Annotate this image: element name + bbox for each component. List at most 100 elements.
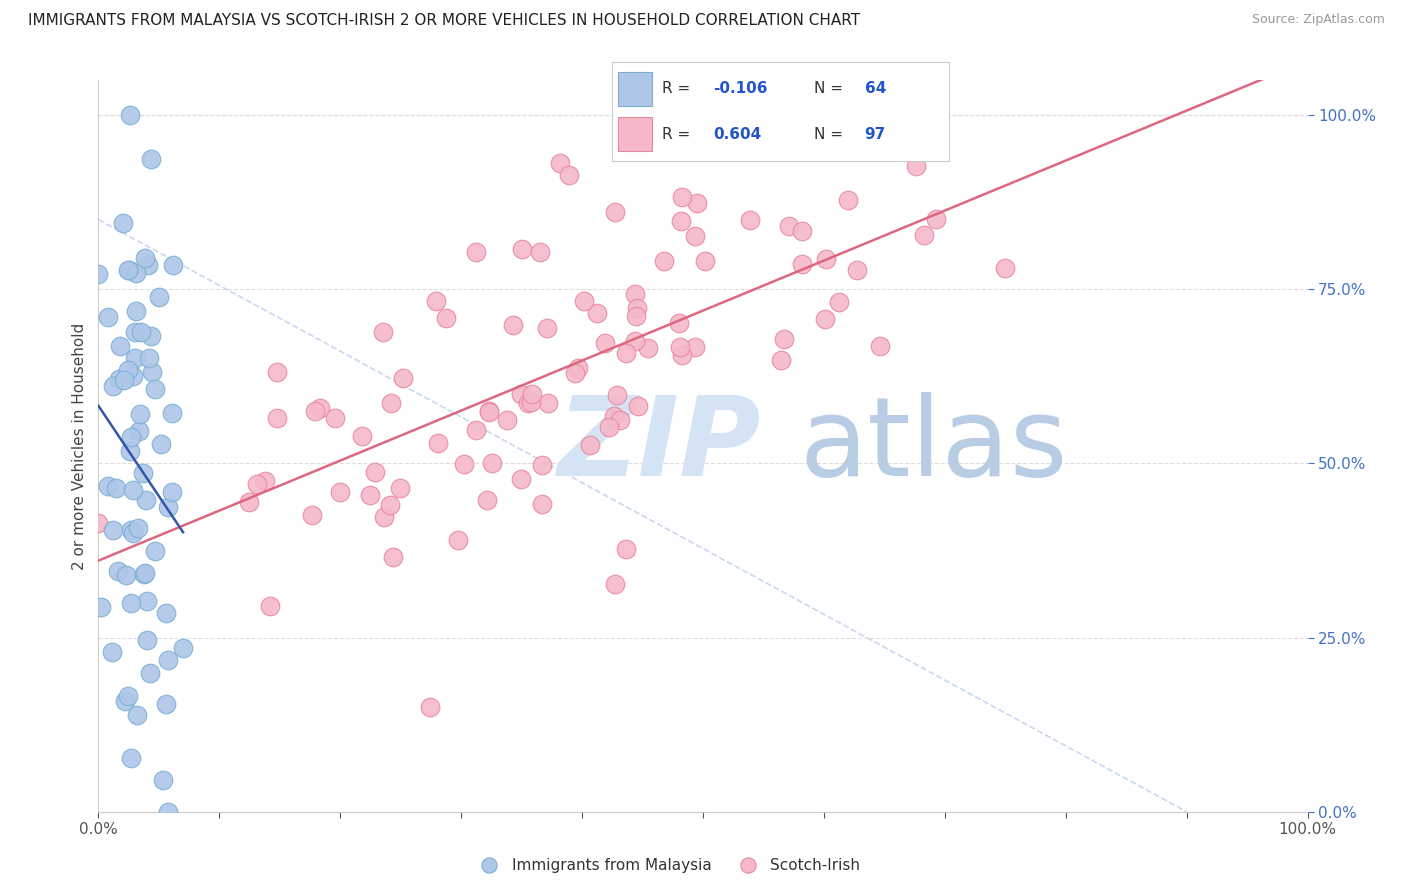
Point	[529, 245, 551, 260]
Point	[603, 409, 626, 424]
Point	[436, 311, 458, 326]
Point	[121, 368, 143, 383]
Point	[112, 216, 135, 230]
Point	[828, 294, 851, 309]
Point	[124, 325, 146, 339]
Point	[668, 316, 690, 330]
Point	[120, 596, 142, 610]
Point	[155, 697, 177, 711]
Point	[114, 568, 136, 582]
Point	[152, 773, 174, 788]
Point	[143, 382, 166, 396]
Point	[624, 309, 647, 323]
Point	[323, 411, 346, 425]
Text: -0.106: -0.106	[713, 81, 768, 96]
Point	[107, 564, 129, 578]
FancyBboxPatch shape	[619, 118, 652, 151]
Point	[869, 339, 891, 353]
Point	[510, 472, 533, 486]
Point	[738, 213, 761, 227]
Text: ZIP: ZIP	[558, 392, 762, 500]
Point	[912, 227, 935, 242]
Point	[465, 423, 488, 437]
Point	[496, 413, 519, 427]
Point	[603, 205, 626, 219]
Point	[614, 542, 637, 557]
Point	[478, 405, 501, 419]
Point	[837, 193, 859, 207]
Point	[156, 805, 179, 819]
Point	[772, 333, 794, 347]
Point	[391, 370, 413, 384]
Point	[97, 479, 120, 493]
Text: IMMIGRANTS FROM MALAYSIA VS SCOTCH-IRISH 2 OR MORE VEHICLES IN HOUSEHOLD CORRELA: IMMIGRANTS FROM MALAYSIA VS SCOTCH-IRISH…	[28, 13, 860, 29]
Point	[309, 401, 332, 415]
Point	[120, 108, 142, 122]
Point	[624, 286, 647, 301]
Point	[129, 326, 152, 340]
Text: 64: 64	[865, 81, 886, 96]
Point	[125, 707, 148, 722]
Point	[143, 543, 166, 558]
Point	[157, 500, 180, 514]
Point	[101, 645, 124, 659]
Point	[172, 640, 194, 655]
Point	[108, 372, 131, 386]
Point	[266, 365, 288, 379]
Point	[814, 312, 837, 326]
Point	[510, 242, 533, 256]
Point	[380, 396, 402, 410]
Point	[117, 363, 139, 377]
Point	[606, 388, 628, 402]
Point	[579, 438, 602, 452]
Point	[97, 310, 120, 324]
Point	[301, 508, 323, 522]
Point	[567, 361, 589, 376]
Point	[530, 458, 553, 473]
Point	[531, 497, 554, 511]
Point	[626, 301, 648, 315]
Point	[304, 404, 326, 418]
Point	[128, 425, 150, 439]
Text: Immigrants from Malaysia: Immigrants from Malaysia	[512, 858, 711, 872]
Point	[572, 293, 595, 308]
Point	[537, 396, 560, 410]
Point	[117, 263, 139, 277]
Point	[136, 632, 159, 647]
Point	[536, 320, 558, 334]
Point	[815, 252, 838, 266]
Point	[685, 340, 707, 354]
Text: Scotch-Irish: Scotch-Irish	[770, 858, 860, 872]
Point	[593, 335, 616, 350]
Point	[108, 339, 131, 353]
Point	[586, 306, 609, 320]
Text: R =: R =	[662, 81, 696, 96]
Point	[150, 437, 173, 451]
Point	[693, 253, 716, 268]
Point	[614, 345, 637, 359]
Point	[114, 693, 136, 707]
Point	[627, 399, 650, 413]
Point	[125, 266, 148, 280]
Point	[136, 594, 159, 608]
Point	[846, 263, 869, 277]
Point	[520, 394, 543, 409]
Point	[769, 352, 792, 367]
Point	[904, 159, 927, 173]
Point	[516, 395, 538, 409]
Point	[122, 483, 145, 497]
Point	[138, 351, 160, 365]
Point	[132, 567, 155, 582]
Text: R =: R =	[662, 127, 696, 142]
Point	[156, 653, 179, 667]
Point	[129, 407, 152, 421]
Point	[246, 477, 269, 491]
Point	[425, 293, 447, 308]
Point	[737, 858, 759, 872]
Point	[266, 411, 288, 425]
Point	[160, 406, 183, 420]
Point	[132, 466, 155, 480]
Point	[162, 258, 184, 272]
Point	[447, 533, 470, 547]
Text: N =: N =	[814, 81, 848, 96]
